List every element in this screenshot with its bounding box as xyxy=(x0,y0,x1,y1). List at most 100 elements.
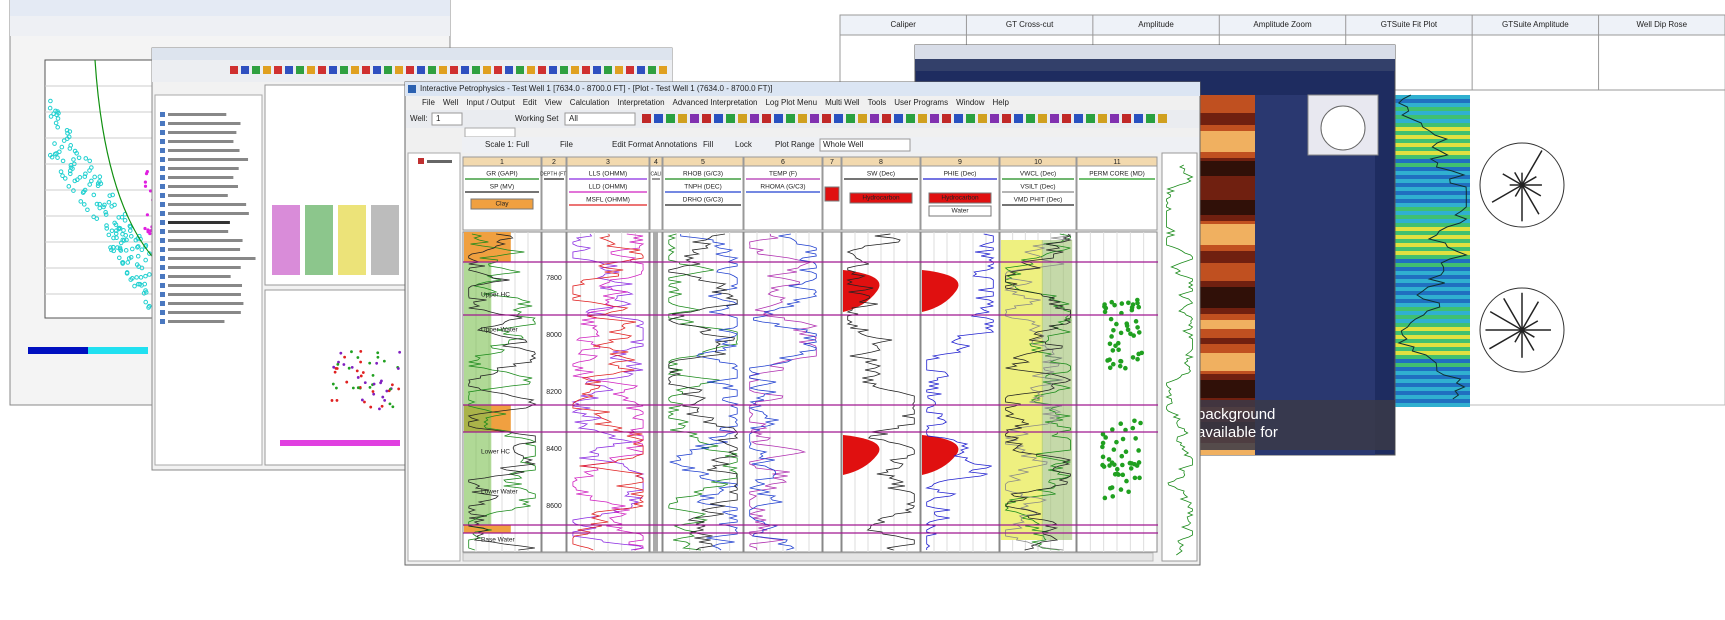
menu-item[interactable]: Edit xyxy=(523,98,538,107)
menu-item[interactable]: User Programs xyxy=(894,98,948,107)
menu-item[interactable]: Calculation xyxy=(570,98,610,107)
toolbar-icon[interactable] xyxy=(1122,114,1131,123)
menu-item[interactable]: Advanced Interpretation xyxy=(673,98,758,107)
menu-item[interactable]: Window xyxy=(956,98,985,107)
toolbar-icon[interactable] xyxy=(1098,114,1107,123)
toolbar-icon[interactable] xyxy=(642,114,651,123)
toolbar-icon[interactable] xyxy=(654,114,663,123)
toolbar-icon[interactable] xyxy=(798,114,807,123)
xplot-point xyxy=(369,405,373,409)
xplot-point xyxy=(380,404,384,408)
toolbar-icon[interactable] xyxy=(1014,114,1023,123)
plot-tool[interactable]: Lock xyxy=(735,140,753,149)
plot-tool[interactable]: Scale 1: Full xyxy=(485,140,529,149)
toolbar-icon xyxy=(582,66,590,74)
toolbar-icon[interactable] xyxy=(966,114,975,123)
core-point xyxy=(1135,300,1140,306)
amplitude-strip xyxy=(1395,191,1470,195)
toolbar-icon[interactable] xyxy=(822,114,831,123)
crossplot-point xyxy=(55,124,60,130)
toolbar-icon[interactable] xyxy=(690,114,699,123)
menu-item[interactable]: Help xyxy=(993,98,1010,107)
toolbar-icon[interactable] xyxy=(726,114,735,123)
menu-item[interactable]: Interpretation xyxy=(617,98,664,107)
plot-range-combo[interactable] xyxy=(819,138,911,152)
toolbar-icon[interactable] xyxy=(930,114,939,123)
plot-tool[interactable]: Edit Format xyxy=(612,140,654,149)
curve-name: RHOMA (G/C3) xyxy=(760,184,805,191)
toolbar-icon[interactable] xyxy=(762,114,771,123)
toolbar-icon[interactable] xyxy=(882,114,891,123)
menu-item[interactable]: Multi Well xyxy=(825,98,860,107)
xplot-point xyxy=(337,360,340,364)
toolbar-icon[interactable] xyxy=(1026,114,1035,123)
toolbar-icon[interactable] xyxy=(942,114,951,123)
toolbar-icon[interactable] xyxy=(714,114,723,123)
toolbar-icon[interactable] xyxy=(702,114,711,123)
toolbar-icon[interactable] xyxy=(1134,114,1143,123)
working-set-combo[interactable] xyxy=(564,112,636,126)
toolbar-icon[interactable] xyxy=(990,114,999,123)
tree-item xyxy=(168,185,238,188)
toolbar-icon[interactable] xyxy=(1002,114,1011,123)
toolbar-icon[interactable] xyxy=(858,114,867,123)
plot-tool[interactable]: Plot Range xyxy=(775,140,815,149)
amplitude-strip xyxy=(1395,231,1470,235)
menu-item[interactable]: Tools xyxy=(868,98,887,107)
toolbar-icon[interactable] xyxy=(1038,114,1047,123)
toolbar-icon[interactable] xyxy=(750,114,759,123)
well-combo[interactable] xyxy=(431,112,463,126)
toolbar-icon[interactable] xyxy=(1050,114,1059,123)
borehole-stripe xyxy=(1195,389,1255,392)
tree-item xyxy=(168,275,231,278)
xplot-point xyxy=(351,386,355,390)
toolbar-icon[interactable] xyxy=(810,114,819,123)
crossplot-point xyxy=(83,156,89,161)
menu-item[interactable]: Log Plot Menu xyxy=(765,98,817,107)
menu-item[interactable]: File xyxy=(422,98,435,107)
toolbar-icon[interactable] xyxy=(870,114,879,123)
toolbar-icon[interactable] xyxy=(954,114,963,123)
toolbar-icon[interactable] xyxy=(1146,114,1155,123)
borehole-stripe xyxy=(1195,170,1255,173)
colorbar xyxy=(88,347,148,354)
menu-item[interactable]: View xyxy=(545,98,562,107)
toolbar-icon[interactable] xyxy=(774,114,783,123)
toolbar-icon[interactable] xyxy=(906,114,915,123)
toolbar-icon[interactable] xyxy=(1158,114,1167,123)
tree-icon xyxy=(160,238,165,243)
toolbar-icon[interactable] xyxy=(1074,114,1083,123)
toolbar-icon[interactable] xyxy=(894,114,903,123)
plot-tool[interactable]: File xyxy=(560,140,573,149)
toolbar-icon[interactable] xyxy=(666,114,675,123)
amplitude-strip xyxy=(1395,319,1470,323)
crossplot-point xyxy=(139,247,145,253)
core-point xyxy=(1136,448,1141,453)
scrollbar[interactable] xyxy=(462,552,1154,562)
menu-item[interactable]: Well xyxy=(443,98,459,107)
borehole-stripe xyxy=(1195,101,1255,104)
toolbar-icon[interactable] xyxy=(978,114,987,123)
column-header: GT Cross-cut xyxy=(1006,20,1054,29)
borehole-stripe xyxy=(1195,185,1255,188)
amplitude-strip xyxy=(1395,383,1470,387)
toolbar-icon[interactable] xyxy=(846,114,855,123)
rose-petal xyxy=(1514,171,1523,186)
borehole-stripe xyxy=(1195,338,1255,341)
toolbar-icon[interactable] xyxy=(918,114,927,123)
borehole-stripe xyxy=(1195,218,1255,221)
toolbar-icon[interactable] xyxy=(738,114,747,123)
toolbar-icon[interactable] xyxy=(834,114,843,123)
crossplot-point xyxy=(128,277,134,282)
toolbar-icon[interactable] xyxy=(678,114,687,123)
toolbar-icon[interactable] xyxy=(1110,114,1119,123)
toolbar-icon[interactable] xyxy=(1062,114,1071,123)
menu-item[interactable]: Input / Output xyxy=(466,98,515,107)
toolbar-icon[interactable] xyxy=(786,114,795,123)
toolbar-icon[interactable] xyxy=(1086,114,1095,123)
curve-name: RHOB (G/C3) xyxy=(683,171,723,178)
plot-tool[interactable]: Annotations xyxy=(655,140,697,149)
core-point xyxy=(1123,449,1129,455)
amplitude-strip xyxy=(1395,107,1470,111)
plot-tool[interactable]: Fill xyxy=(703,140,713,149)
